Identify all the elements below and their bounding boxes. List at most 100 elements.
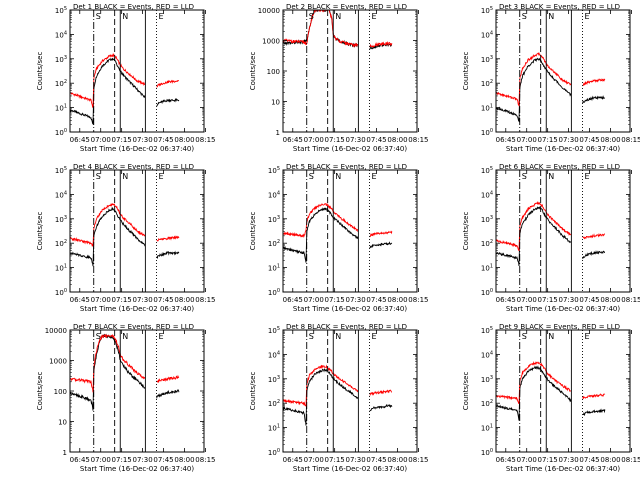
series-line-lld	[582, 393, 606, 400]
series-line-events	[70, 333, 146, 411]
series-line-events	[582, 250, 606, 260]
series-line-events	[582, 95, 606, 104]
x-axis-label: Start Time (16-Dec-02 06:37:40)	[506, 305, 620, 313]
y-tick-label: 1000	[49, 358, 67, 366]
panel-title: Det 4 BLACK = Events, RED = LLD	[73, 163, 194, 171]
plot-frame	[69, 329, 205, 453]
x-tick-label: 08:15	[621, 296, 640, 304]
y-tick-label: 104	[481, 190, 493, 199]
series-line-lld	[369, 389, 392, 396]
x-tick-label: 07:15	[325, 296, 345, 304]
series-line-lld	[156, 79, 179, 88]
y-tick-label: 103	[481, 55, 493, 64]
y-tick-label: 104	[268, 350, 280, 359]
marker-label: S	[522, 12, 527, 21]
series-line-lld	[283, 202, 359, 239]
x-tick-label: 08:00	[600, 136, 620, 144]
y-tick-label: 100	[268, 288, 280, 297]
y-tick-label: 101	[481, 424, 493, 433]
panel-title: Det 9 BLACK = Events, RED = LLD	[499, 323, 620, 331]
x-tick-label: 08:15	[408, 456, 428, 464]
y-tick-label: 100	[54, 388, 67, 396]
y-tick-label: 101	[55, 264, 67, 273]
plot-frame	[495, 169, 631, 293]
x-axis-label: Start Time (16-Dec-02 06:37:40)	[80, 465, 194, 473]
marker-label: N	[548, 332, 554, 341]
y-tick-label: 102	[481, 399, 493, 408]
y-tick-label: 10000	[258, 7, 280, 15]
x-axis-label: Start Time (16-Dec-02 06:37:40)	[506, 145, 620, 153]
x-tick-label: 07:00	[91, 296, 111, 304]
x-tick-label: 07:45	[153, 296, 173, 304]
y-tick-label: 105	[481, 326, 493, 335]
x-tick-label: 06:45	[70, 456, 90, 464]
y-tick-label: 102	[55, 239, 67, 248]
x-axis-label: Start Time (16-Dec-02 06:37:40)	[293, 145, 407, 153]
y-tick-label: 103	[481, 375, 493, 384]
marker-label: E	[585, 12, 590, 21]
y-tick-label: 100	[55, 288, 67, 297]
series-line-events	[496, 57, 572, 123]
y-tick-label: 100	[481, 448, 493, 457]
series-line-events	[156, 389, 180, 399]
marker-label: E	[585, 172, 590, 181]
x-tick-label: 07:45	[366, 296, 386, 304]
marker-label: N	[122, 12, 128, 21]
x-tick-label: 08:00	[600, 296, 620, 304]
x-tick-label: 07:00	[304, 296, 324, 304]
x-tick-label: 07:30	[345, 456, 365, 464]
x-tick-label: 07:45	[579, 136, 599, 144]
x-tick-label: 07:30	[132, 456, 152, 464]
marker-label: N	[548, 12, 554, 21]
x-tick-label: 06:45	[283, 456, 303, 464]
x-axis-label: Start Time (16-Dec-02 06:37:40)	[80, 305, 194, 313]
series-line-events	[496, 206, 572, 267]
plot-frame	[282, 169, 418, 293]
y-axis-label: Counts/sec	[36, 52, 44, 91]
y-tick-label: 105	[481, 166, 493, 175]
y-tick-label: 10000	[45, 327, 67, 335]
series-group	[283, 364, 393, 426]
y-tick-label: 102	[268, 239, 280, 248]
y-tick-label: 104	[481, 30, 493, 39]
marker-label: E	[159, 332, 164, 341]
series-line-lld	[70, 52, 146, 109]
marker-label: E	[159, 12, 164, 21]
plot-frame	[495, 329, 631, 453]
x-tick-label: 07:15	[325, 136, 345, 144]
x-axis-label: Start Time (16-Dec-02 06:37:40)	[80, 145, 194, 153]
x-tick-label: 08:00	[600, 456, 620, 464]
panel-title: Det 3 BLACK = Events, RED = LLD	[499, 3, 620, 11]
plot-frame	[282, 9, 418, 133]
y-tick-label: 103	[55, 215, 67, 224]
y-axis-label: Counts/sec	[36, 372, 44, 411]
y-tick-label: 101	[268, 424, 280, 433]
panel-title: Det 8 BLACK = Events, RED = LLD	[286, 323, 407, 331]
x-tick-label: 08:15	[195, 136, 215, 144]
marker-label: N	[335, 12, 341, 21]
series-line-lld	[582, 232, 605, 240]
series-line-events	[70, 57, 146, 126]
x-tick-label: 08:15	[195, 296, 215, 304]
marker-label: N	[335, 332, 341, 341]
y-tick-label: 1	[276, 129, 280, 137]
marker-label: S	[309, 172, 314, 181]
series-line-events	[496, 365, 572, 421]
x-tick-label: 07:30	[558, 136, 578, 144]
marker-label: N	[548, 172, 554, 181]
y-tick-label: 102	[55, 79, 67, 88]
y-tick-label: 1	[63, 449, 67, 457]
y-axis-label: Counts/sec	[36, 212, 44, 251]
series-line-lld	[496, 52, 572, 108]
x-tick-label: 06:45	[496, 296, 516, 304]
series-line-lld	[156, 374, 180, 384]
series-line-lld	[70, 202, 146, 248]
y-tick-label: 100	[267, 68, 280, 76]
marker-label: E	[159, 172, 164, 181]
y-tick-label: 10	[271, 99, 280, 107]
